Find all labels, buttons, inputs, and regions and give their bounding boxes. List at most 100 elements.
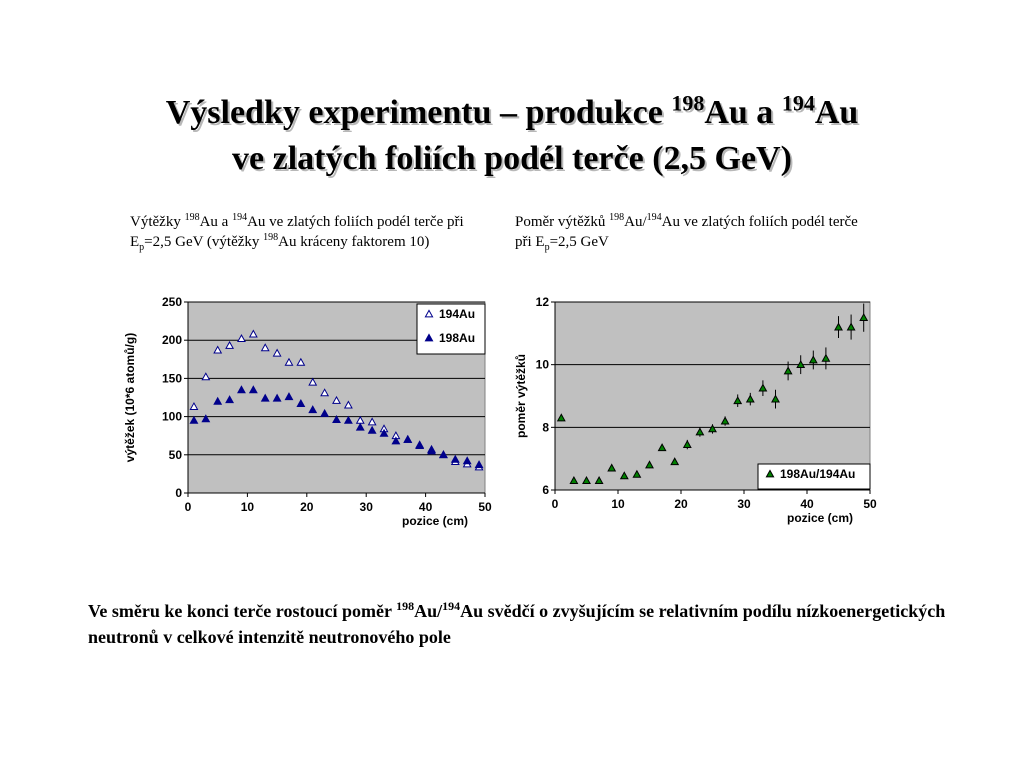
data-point <box>438 450 448 459</box>
x-tick-label: 20 <box>300 500 314 514</box>
y-tick-label: 150 <box>162 371 182 385</box>
cap-l-4: =2,5 GeV (výtěžky <box>144 234 264 250</box>
data-point <box>783 366 793 375</box>
left-chart-caption: Výtěžky 198Au a 194Au ve zlatých foliích… <box>130 212 490 253</box>
y-tick-label: 10 <box>536 358 550 372</box>
ratio-chart-svg: 6 8 10 12 0 10 20 30 40 50 pozice (cm) poměr výtěžk… <box>514 295 877 525</box>
cap-l-3: Au ve zlatých foliích podél terče při E <box>130 214 464 250</box>
data-point <box>645 460 654 469</box>
data-point <box>367 417 377 426</box>
data-point <box>632 469 642 478</box>
y-tick-label: 0 <box>175 486 182 500</box>
cap-l-1: Výtěžky <box>130 214 185 230</box>
cap-r-1: Poměr výtěžků <box>515 214 610 230</box>
y-tick-label: 200 <box>162 333 182 347</box>
data-point <box>682 439 692 448</box>
data-point <box>846 322 856 331</box>
data-point <box>771 394 780 403</box>
data-point <box>821 353 831 362</box>
data-point <box>427 446 436 455</box>
title-sup-198: 198 <box>671 90 705 116</box>
x-tick-label: 40 <box>419 500 433 514</box>
legend-marker <box>424 309 434 318</box>
cap-l-2: Au a <box>199 214 233 230</box>
data-point <box>462 456 472 465</box>
y-axis-label: výtěžek (10*6 atomů/g) <box>123 333 137 462</box>
cap-r-sup1: 198 <box>609 212 625 223</box>
data-point <box>808 355 818 364</box>
x-tick-label: 40 <box>800 497 814 511</box>
cap-l-sup3: 198 <box>263 232 279 243</box>
y-tick-label: 50 <box>169 448 183 462</box>
title-line-1: Výsledky experimentu – produkce 198Au a … <box>60 90 964 136</box>
data-point <box>260 343 270 352</box>
data-point <box>834 322 843 331</box>
data-point <box>619 471 629 480</box>
legend-label: 198Au/194Au <box>780 467 855 481</box>
data-point <box>367 425 377 434</box>
cap-r-4: =2,5 GeV <box>549 234 609 250</box>
concl-2: Au/ <box>414 601 443 621</box>
x-axis-label: pozice (cm) <box>787 511 853 525</box>
legend-label: 194Au <box>439 307 475 321</box>
data-point <box>237 334 246 343</box>
x-tick-label: 20 <box>674 497 688 511</box>
data-point <box>708 424 717 433</box>
data-point <box>343 415 353 424</box>
data-point <box>391 436 401 445</box>
data-point <box>213 345 223 354</box>
data-point <box>332 415 341 424</box>
concl-sup1: 198 <box>396 599 415 613</box>
cap-l-sub: p <box>139 242 145 253</box>
data-point <box>248 385 258 394</box>
data-point <box>594 475 604 484</box>
x-tick-label: 30 <box>737 497 751 511</box>
data-point <box>189 415 199 424</box>
data-point <box>201 414 211 423</box>
cap-l-5: Au kráceny faktorem 10) <box>278 234 430 250</box>
data-point <box>720 416 730 425</box>
cap-r-3: Au ve zlatých foliích podél terče při E <box>515 214 858 250</box>
data-point <box>403 434 413 443</box>
data-point <box>758 383 768 392</box>
data-point <box>284 357 294 366</box>
title-text-c: Au <box>814 94 859 131</box>
cap-r-sup2: 194 <box>646 212 662 223</box>
data-point <box>556 413 566 422</box>
data-point <box>308 377 318 386</box>
data-point <box>582 475 591 484</box>
data-point <box>260 393 270 402</box>
data-point <box>225 340 235 349</box>
data-point <box>272 393 282 402</box>
y-tick-label: 100 <box>162 410 182 424</box>
title-text-a: Výsledky experimentu – produkce <box>165 94 672 131</box>
data-point <box>284 392 294 401</box>
data-point <box>379 428 389 437</box>
title-line-2: ve zlatých foliích podél terče (2,5 GeV) <box>232 140 792 177</box>
right-chart-caption: Poměr výtěžků 198Au/194Au ve zlatých fol… <box>515 212 875 253</box>
cap-r-2: Au/ <box>624 214 647 230</box>
x-tick-label: 50 <box>478 500 492 514</box>
legend-label: 198Au <box>439 331 475 345</box>
plot-area <box>554 301 871 491</box>
data-point <box>213 396 223 405</box>
x-tick-label: 0 <box>185 500 192 514</box>
data-point <box>272 348 282 357</box>
data-point <box>201 372 211 381</box>
legend-marker <box>765 469 775 478</box>
y-axis-label: poměr výtěžků <box>514 354 528 438</box>
title-sup-194: 194 <box>781 90 815 116</box>
data-point <box>745 394 755 403</box>
x-tick-label: 50 <box>863 497 877 511</box>
ratio-chart: 6 8 10 12 0 10 20 30 40 50 pozice (cm) poměr výtěžk… <box>505 292 895 547</box>
data-point <box>474 460 484 469</box>
data-point <box>859 313 869 322</box>
data-point <box>569 475 579 484</box>
data-point <box>308 405 318 414</box>
data-point <box>355 422 365 431</box>
data-point <box>189 402 199 411</box>
data-point <box>225 395 235 404</box>
data-point <box>415 441 425 450</box>
conclusion-text: Ve směru ke konci terče rostoucí poměr 1… <box>88 598 958 650</box>
data-point <box>733 396 743 405</box>
